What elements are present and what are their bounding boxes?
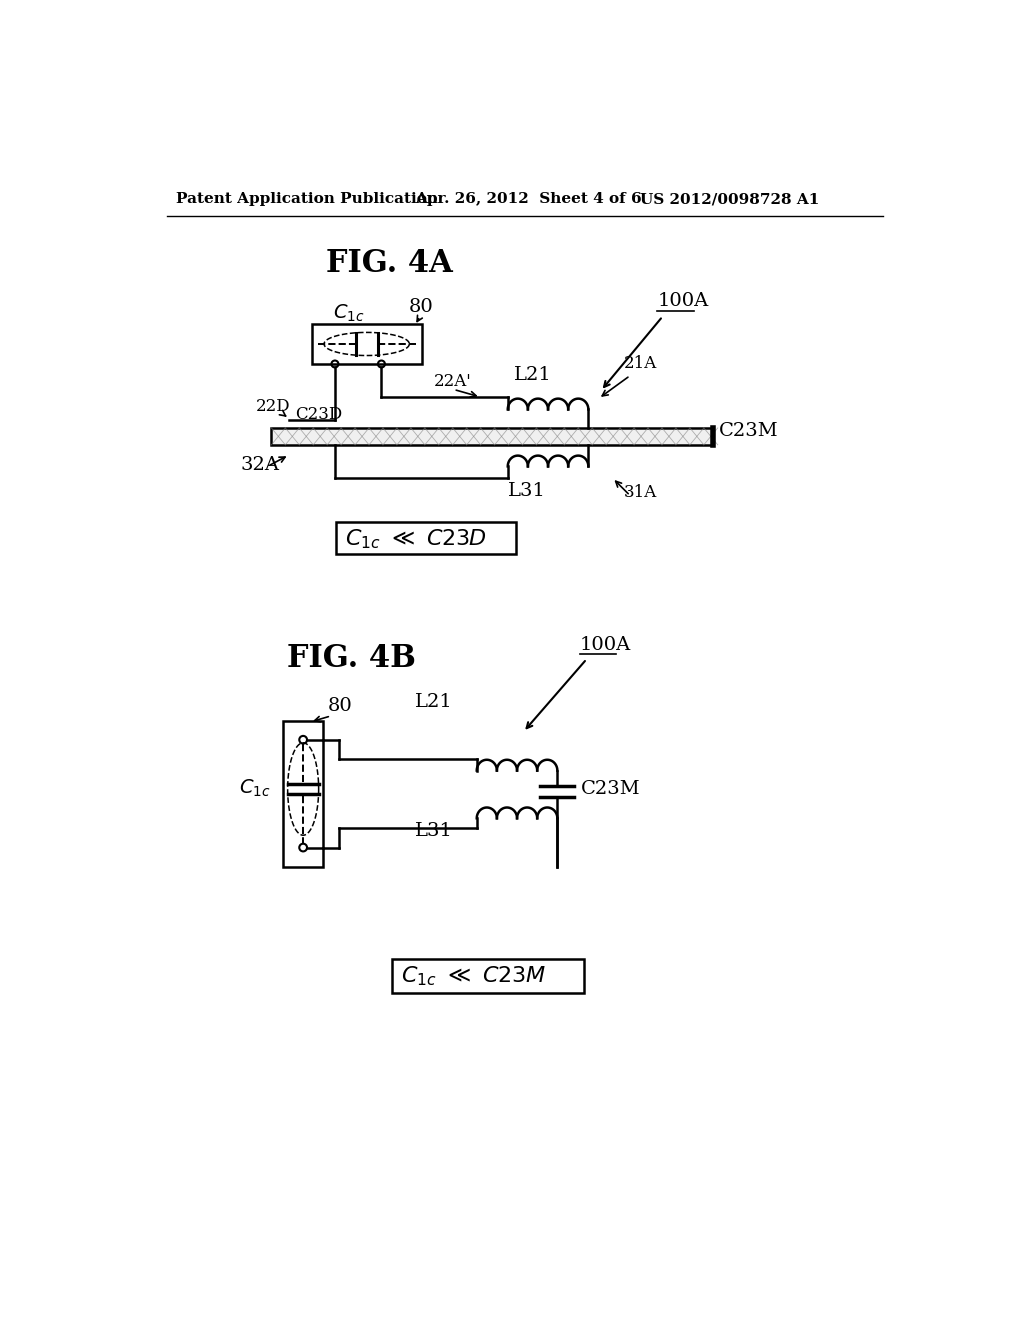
Text: US 2012/0098728 A1: US 2012/0098728 A1	[640, 193, 819, 206]
Text: C23D: C23D	[295, 405, 342, 422]
Text: C23M: C23M	[581, 780, 640, 797]
Text: $C_{1c}$: $C_{1c}$	[239, 777, 270, 799]
Text: $C_{1c}\ \ll\ C23D$: $C_{1c}\ \ll\ C23D$	[345, 527, 487, 550]
Bar	[271, 428, 713, 445]
Bar	[311, 323, 422, 364]
Text: 80: 80	[328, 697, 352, 715]
Text: Apr. 26, 2012  Sheet 4 of 6: Apr. 26, 2012 Sheet 4 of 6	[415, 193, 641, 206]
Bar	[391, 960, 584, 993]
Text: Patent Application Publication: Patent Application Publication	[176, 193, 438, 206]
Text: 80: 80	[409, 298, 433, 317]
Text: L21: L21	[415, 693, 453, 710]
Text: 32A: 32A	[241, 457, 280, 474]
Bar	[283, 721, 324, 867]
Text: 22A': 22A'	[434, 374, 472, 391]
Text: 21A: 21A	[624, 355, 657, 372]
Text: L31: L31	[415, 822, 453, 840]
Text: 100A: 100A	[657, 292, 709, 310]
Text: 100A: 100A	[580, 636, 631, 653]
Text: FIG. 4B: FIG. 4B	[287, 643, 416, 673]
Bar	[336, 521, 515, 554]
Text: L21: L21	[514, 366, 552, 384]
Text: C23M: C23M	[719, 421, 779, 440]
Text: 31A: 31A	[624, 484, 657, 502]
Text: $C_{1c}$: $C_{1c}$	[334, 302, 365, 323]
Text: FIG. 4A: FIG. 4A	[326, 248, 453, 280]
Text: 22D: 22D	[256, 397, 291, 414]
Text: L31: L31	[508, 482, 546, 500]
Text: $C_{1c}\ \ll\ C23M$: $C_{1c}\ \ll\ C23M$	[400, 965, 546, 987]
